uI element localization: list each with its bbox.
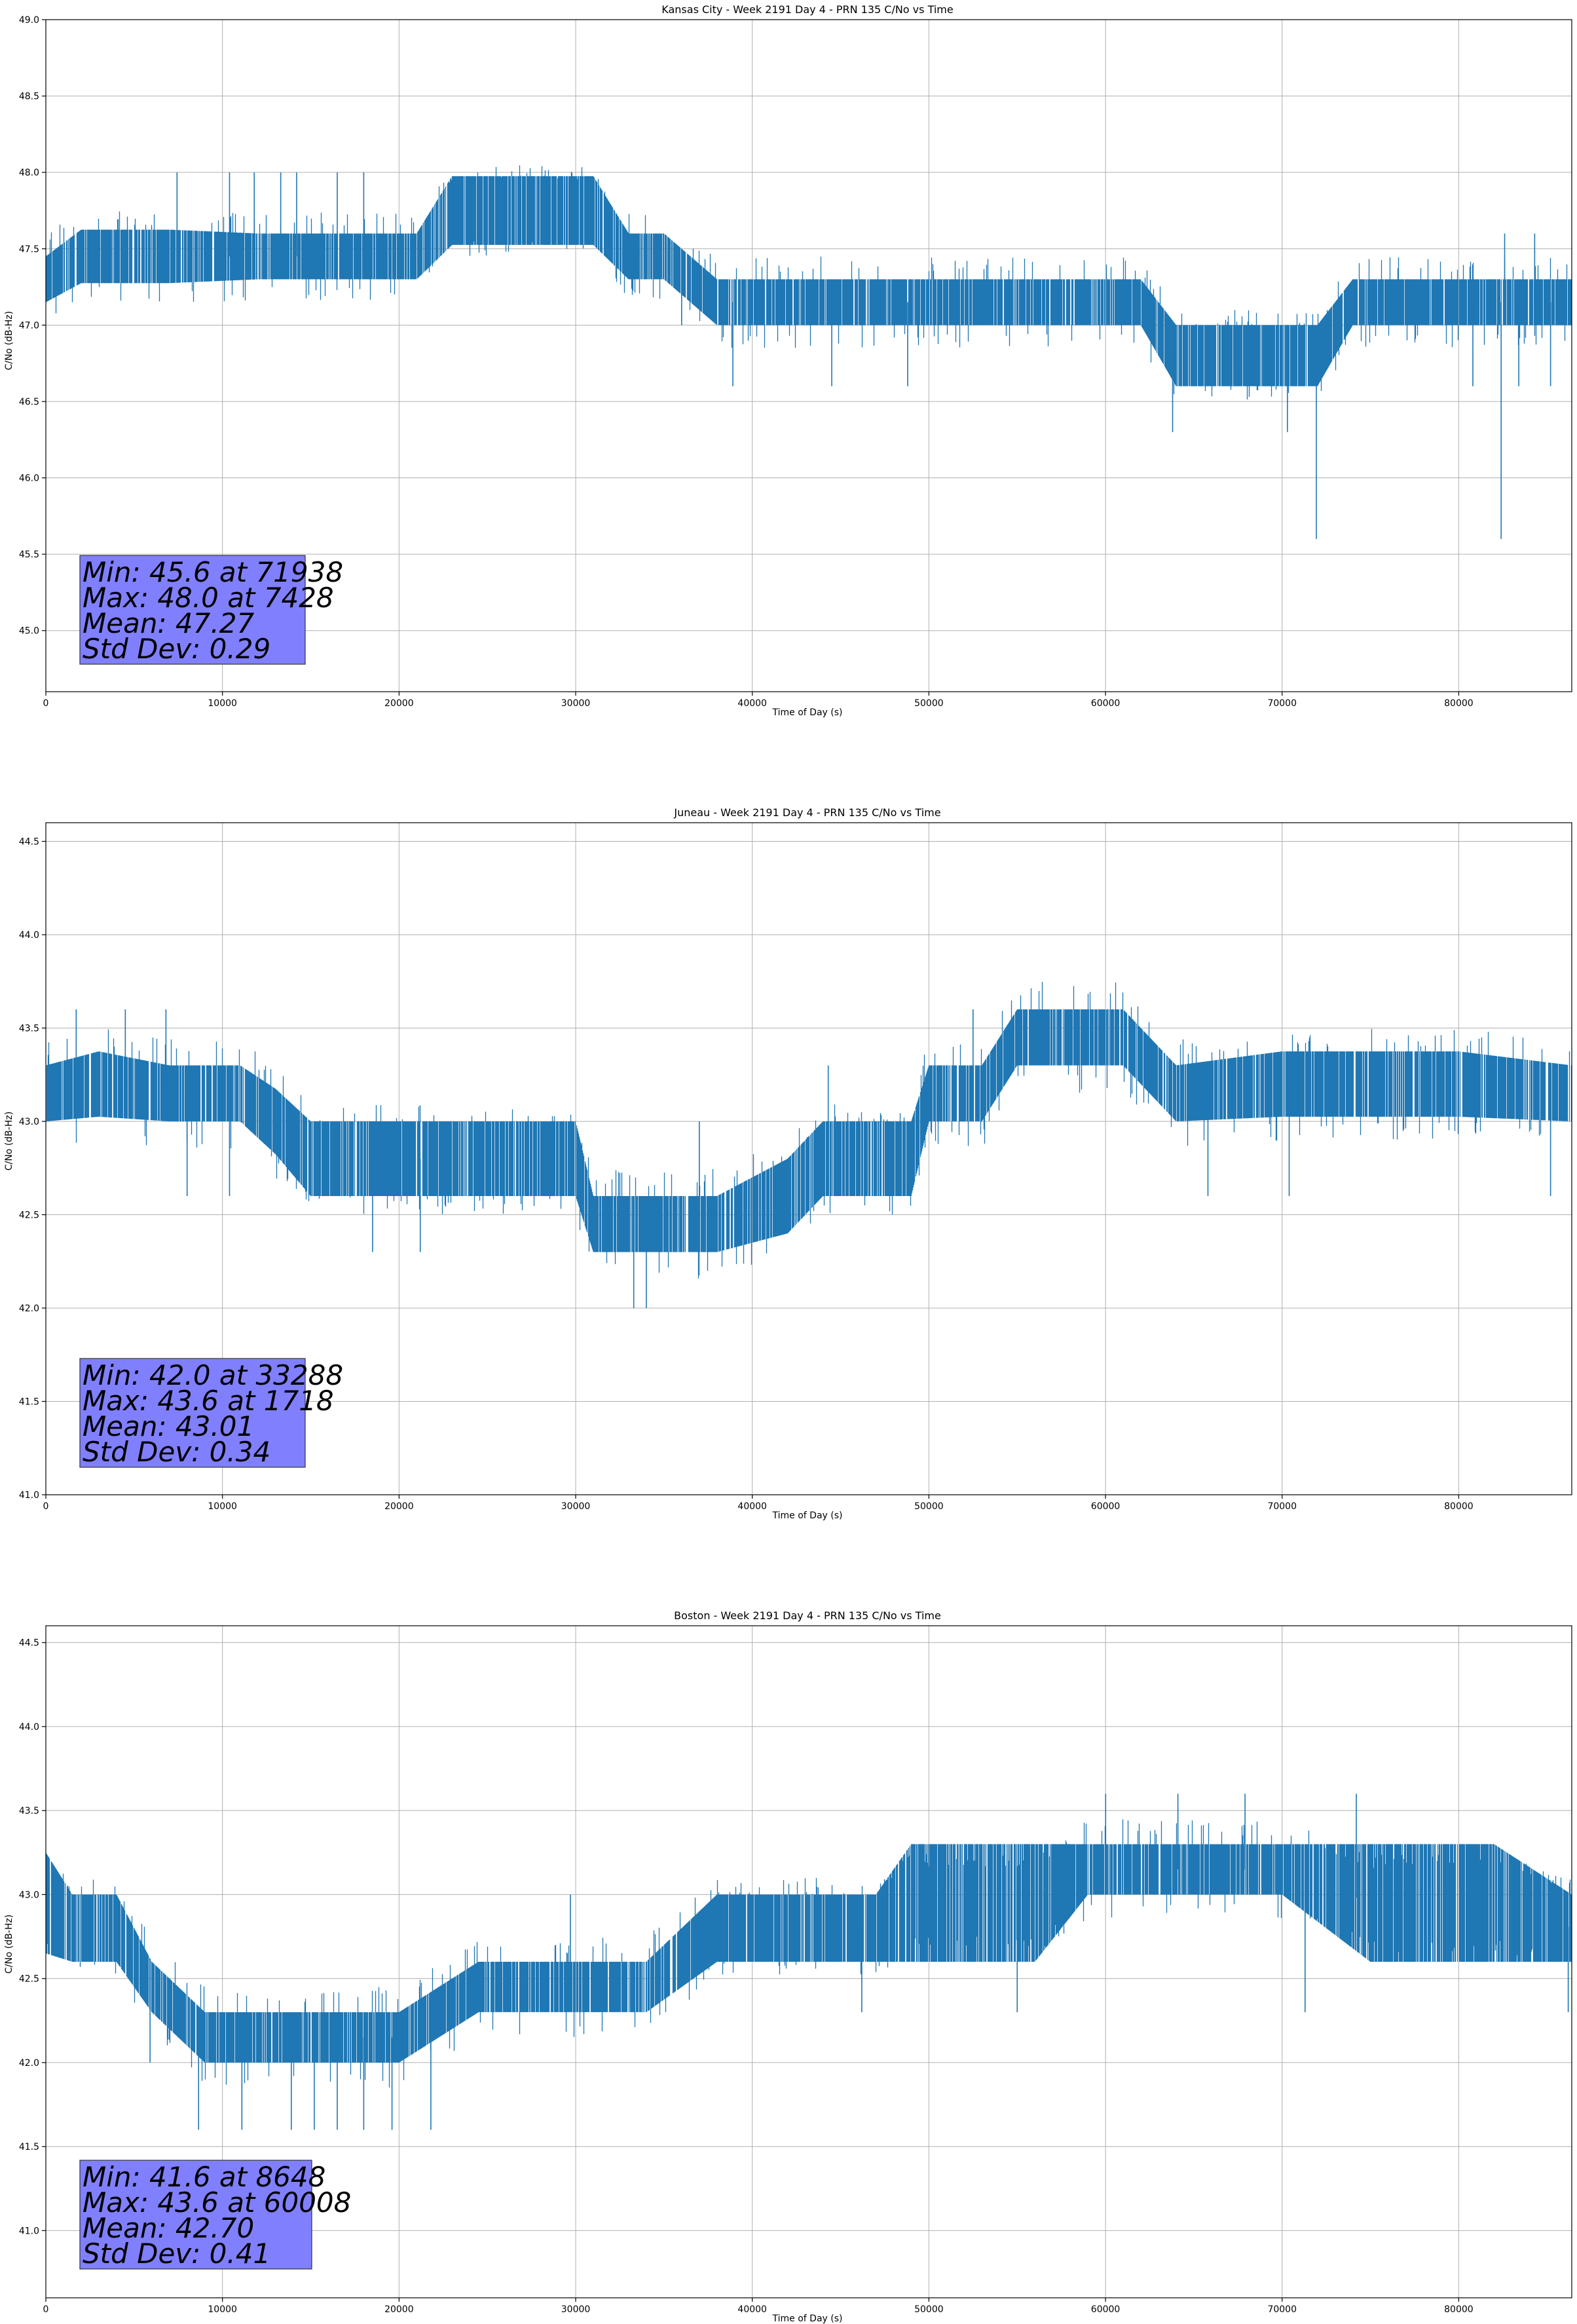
y-tick-label: 44.5	[19, 837, 39, 848]
stats-max: Max: 43.6 at 60008	[83, 2186, 351, 2219]
x-tick-label: 70000	[1267, 2304, 1297, 2315]
y-tick-label: 43.0	[19, 1890, 39, 1900]
y-tick-label: 48.0	[19, 168, 39, 178]
y-tick-label: 41.5	[19, 2142, 39, 2152]
x-tick-label: 40000	[737, 1501, 767, 1512]
cn0-trace	[45, 1819, 1572, 2088]
grid	[46, 823, 1572, 1495]
x-tick-label: 20000	[384, 698, 414, 709]
y-tick-label: 46.0	[19, 474, 39, 484]
x-tick-label: 10000	[208, 2304, 237, 2315]
x-tick-label: 0	[43, 1501, 49, 1512]
x-tick-label: 80000	[1444, 2304, 1474, 2315]
y-tick-label: 42.5	[19, 1974, 39, 1985]
y-tick-label: 47.0	[19, 320, 39, 331]
x-tick-label: 30000	[561, 2304, 591, 2315]
axis-ticks: 0 10000 20000 30000 40000 50000 60000 70000 8000…	[19, 1638, 1474, 2315]
axis-ticks: 0 10000 20000 30000 40000 50000 60000 70000 8000…	[19, 837, 1474, 1512]
y-tick-label: 42.5	[19, 1210, 39, 1221]
stats-min: Min: 42.0 at 33288	[83, 1359, 343, 1391]
stats-max: Max: 48.0 at 7428	[83, 582, 334, 614]
chart-title: Boston - Week 2191 Day 4 - PRN 135 C/No …	[674, 1609, 941, 1622]
x-tick-label: 10000	[208, 1501, 237, 1512]
x-tick-label: 80000	[1444, 698, 1474, 709]
y-tick-label: 44.5	[19, 1638, 39, 1649]
stats-box	[79, 1358, 306, 1468]
y-tick-label: 49.0	[19, 15, 39, 26]
stats-std-dev: Std Dev: 0.34	[83, 1436, 270, 1468]
y-tick-label: 42.0	[19, 2058, 39, 2069]
cn0-series	[45, 1793, 1572, 2130]
plot-frame	[45, 19, 1572, 692]
plot-frame	[45, 822, 1572, 1495]
y-tick-label: 44.0	[19, 930, 39, 941]
y-tick-label: 45.5	[19, 550, 39, 560]
stats-mean: Mean: 47.27	[83, 607, 254, 639]
cn0-trace	[45, 165, 1572, 400]
y-tick-label: 41.5	[19, 1397, 39, 1408]
y-tick-label: 44.0	[19, 1722, 39, 1733]
stats-std-dev: Std Dev: 0.41	[83, 2238, 270, 2270]
y-axis-label: C/No (dB-Hz)	[4, 1112, 14, 1171]
stats-box	[79, 555, 306, 665]
x-tick-label: 50000	[914, 698, 944, 709]
x-tick-label: 40000	[737, 698, 767, 709]
x-tick-label: 70000	[1267, 698, 1297, 709]
x-tick-label: 30000	[561, 1501, 591, 1512]
cn0-trace	[46, 982, 1572, 1279]
grid	[46, 1626, 1572, 2298]
y-tick-label: 47.5	[19, 244, 39, 255]
y-axis-label: C/No (dB-Hz)	[4, 311, 14, 370]
x-tick-label: 70000	[1267, 1501, 1297, 1512]
stats-mean: Mean: 42.70	[83, 2212, 254, 2244]
x-tick-label: 20000	[384, 1501, 414, 1512]
stats-min: Min: 45.6 at 71938	[83, 556, 343, 588]
boston-chart: Boston - Week 2191 Day 4 - PRN 135 C/No …	[4, 1609, 1572, 2324]
cn0-series	[45, 165, 1572, 539]
x-axis-label: Time of Day (s)	[772, 2314, 843, 2324]
y-tick-label: 41.0	[19, 1490, 39, 1501]
y-tick-label: 45.0	[19, 626, 39, 637]
x-tick-label: 50000	[914, 1501, 944, 1512]
stats-std-dev: Std Dev: 0.29	[83, 633, 270, 665]
y-tick-label: 42.0	[19, 1303, 39, 1314]
stats-max: Max: 43.6 at 1718	[83, 1385, 334, 1417]
y-tick-label: 41.0	[19, 2226, 39, 2236]
x-tick-label: 0	[43, 2304, 49, 2315]
x-tick-label: 30000	[561, 698, 591, 709]
y-tick-label: 43.5	[19, 1024, 39, 1034]
y-axis-label: C/No (dB-Hz)	[4, 1915, 14, 1974]
x-axis-label: Time of Day (s)	[772, 707, 843, 718]
stats-mean: Mean: 43.01	[83, 1410, 254, 1442]
x-axis-label: Time of Day (s)	[772, 1510, 843, 1521]
x-tick-label: 10000	[208, 698, 237, 709]
x-tick-label: 40000	[737, 2304, 767, 2315]
x-tick-label: 0	[43, 698, 49, 709]
y-tick-label: 43.5	[19, 1806, 39, 1816]
y-tick-label: 46.5	[19, 397, 39, 407]
stats-min: Min: 41.6 at 8648	[83, 2161, 325, 2193]
chart-title: Juneau - Week 2191 Day 4 - PRN 135 C/No …	[673, 806, 940, 819]
chart-title: Kansas City - Week 2191 Day 4 - PRN 135 …	[661, 3, 953, 16]
juneau-chart: Juneau - Week 2191 Day 4 - PRN 135 C/No …	[4, 806, 1572, 1521]
y-tick-label: 48.5	[19, 92, 39, 102]
y-tick-label: 43.0	[19, 1117, 39, 1127]
stats-box	[79, 2160, 312, 2270]
x-tick-label: 20000	[384, 2304, 414, 2315]
x-tick-label: 60000	[1091, 1501, 1121, 1512]
plot-frame	[45, 1625, 1572, 2298]
x-tick-label: 80000	[1444, 1501, 1474, 1512]
kansas-city-chart: Kansas City - Week 2191 Day 4 - PRN 135 …	[4, 3, 1572, 718]
axis-ticks: 0 10000 20000 30000 40000 50000 60000 70000 8000…	[19, 15, 1474, 709]
cn0-series	[46, 982, 1572, 1308]
x-tick-label: 50000	[914, 2304, 944, 2315]
x-tick-label: 60000	[1091, 2304, 1121, 2315]
x-tick-label: 60000	[1091, 698, 1121, 709]
